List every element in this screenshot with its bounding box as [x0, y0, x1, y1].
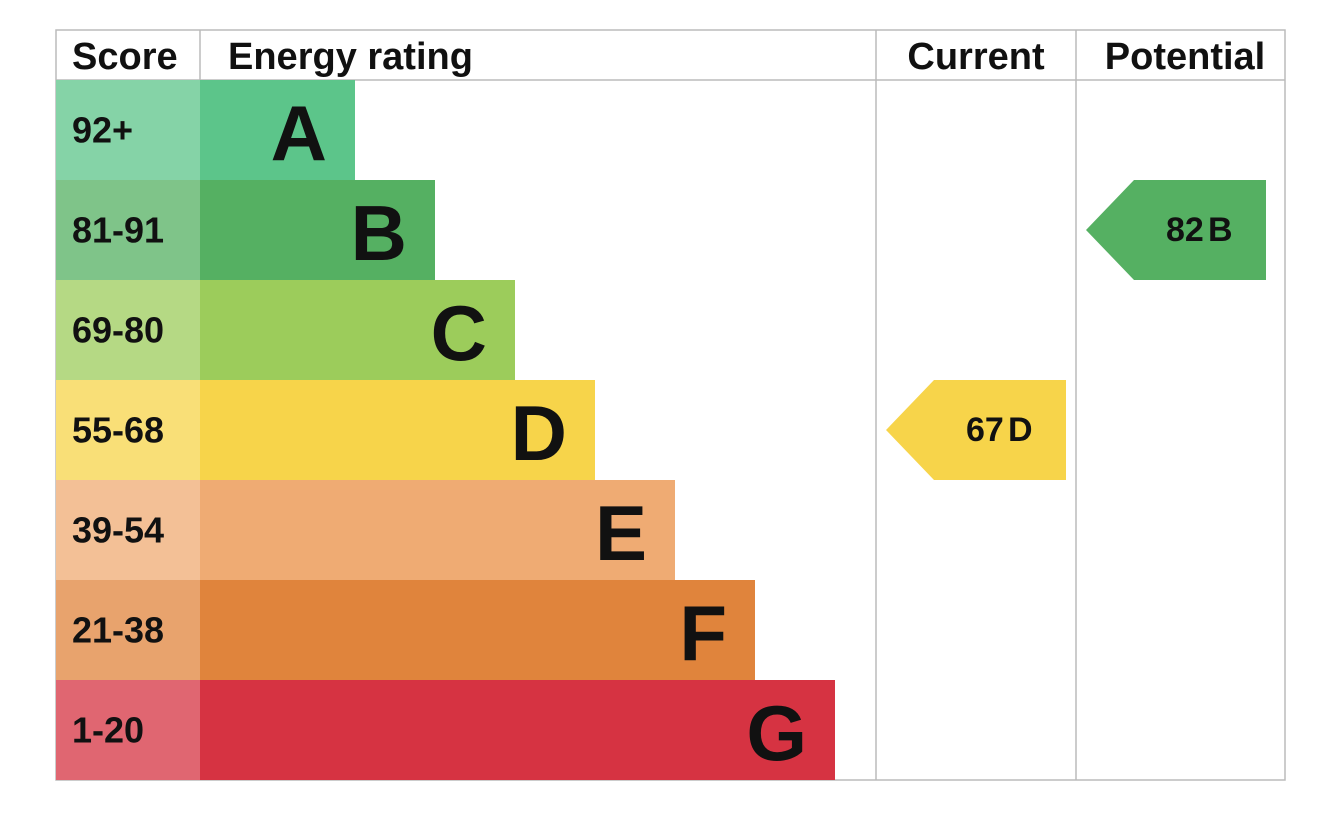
current-letter: D: [1008, 411, 1033, 449]
band-letter: B: [351, 189, 407, 277]
current-score: 67: [966, 411, 1004, 449]
score-range: 55-68: [72, 410, 164, 451]
score-cell: [56, 280, 200, 380]
current-arrow: [886, 380, 1066, 480]
band-letter: C: [431, 289, 487, 377]
score-cell: [56, 680, 200, 780]
potential-letter: B: [1208, 211, 1233, 249]
score-cell-tint: [56, 680, 200, 780]
band-bar: [200, 80, 355, 180]
band-letter: D: [511, 389, 567, 477]
band-bar: [200, 580, 755, 680]
band-letter: A: [271, 89, 327, 177]
band-bar: [200, 180, 435, 280]
band-bar: [200, 380, 595, 480]
score-cell: [56, 580, 200, 680]
band-bar: [200, 680, 835, 780]
band-letter: F: [679, 589, 727, 677]
header-current: Current: [907, 36, 1045, 78]
score-range: 92+: [72, 110, 133, 151]
score-cell: [56, 480, 200, 580]
score-range: 39-54: [72, 510, 164, 551]
score-cell-tint: [56, 380, 200, 480]
score-cell-tint: [56, 180, 200, 280]
score-range: 1-20: [72, 710, 144, 751]
band-bar: [200, 480, 675, 580]
header-potential: Potential: [1105, 36, 1265, 78]
header-score: Score: [72, 36, 178, 78]
score-range: 69-80: [72, 310, 164, 351]
score-range: 21-38: [72, 610, 164, 651]
score-cell: [56, 180, 200, 280]
band-letter: G: [746, 689, 807, 777]
potential-arrow: [1086, 180, 1266, 280]
score-cell-tint: [56, 480, 200, 580]
score-cell: [56, 80, 200, 180]
potential-score: 82: [1166, 211, 1204, 249]
score-cell-tint: [56, 280, 200, 380]
score-range: 81-91: [72, 210, 164, 251]
band-letter: E: [595, 489, 647, 577]
header-energy-rating: Energy rating: [228, 36, 473, 78]
score-cell: [56, 380, 200, 480]
score-cell-tint: [56, 80, 200, 180]
band-bar: [200, 280, 515, 380]
score-cell-tint: [56, 580, 200, 680]
